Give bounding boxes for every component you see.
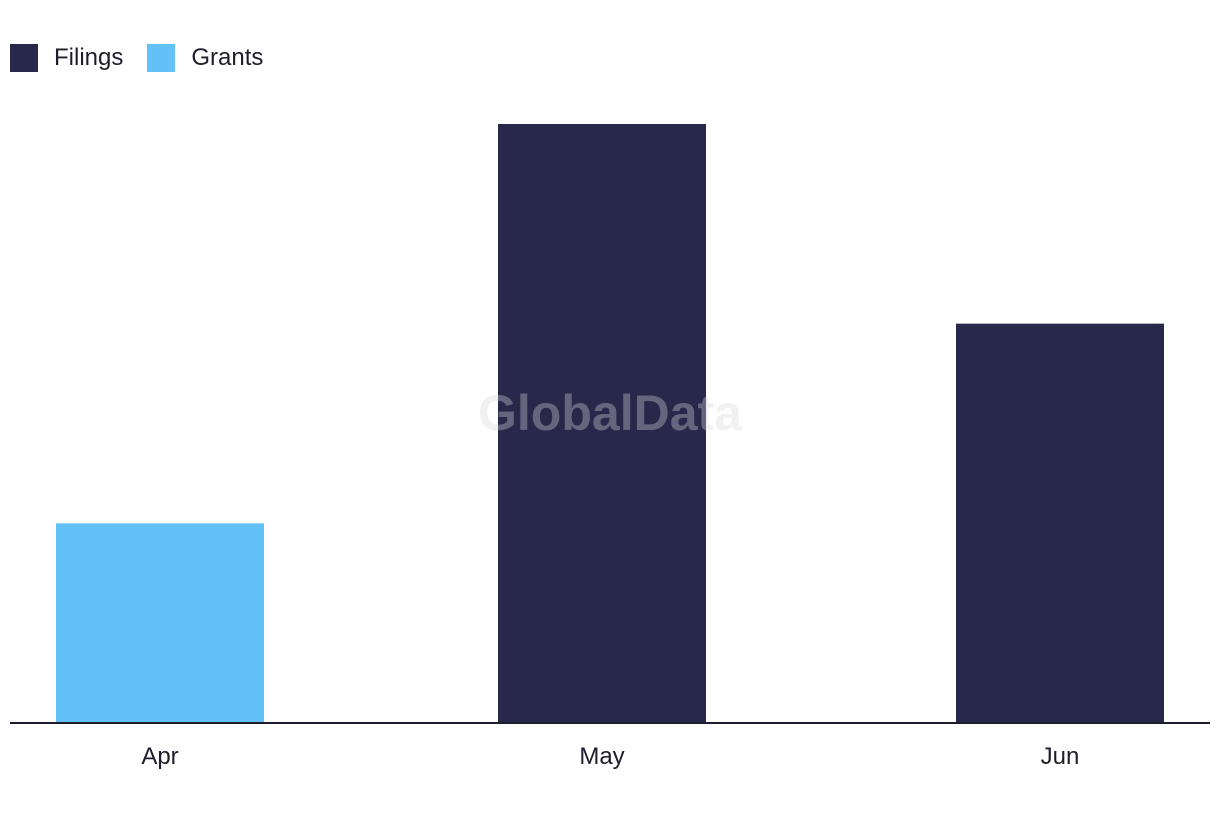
bar-jun[interactable] [956,323,1164,723]
bars-group [56,124,1164,723]
chart-legend: Filings Grants [10,44,263,72]
x-tick-labels: Apr May Jun [141,743,1079,770]
bar-apr[interactable] [56,523,264,723]
legend-item-filings[interactable]: Filings [10,44,123,72]
x-tick-label-jun: Jun [1041,743,1080,770]
watermark-logo: GlobalData [478,385,743,441]
legend-swatch-grants [147,44,176,72]
bar-may[interactable] [498,124,706,723]
x-tick-label-apr: Apr [141,743,178,770]
legend-swatch-filings [10,44,38,72]
legend-label-filings: Filings [54,44,124,71]
legend-label-grants: Grants [191,44,264,71]
x-tick-label-may: May [579,743,624,770]
legend-item-grants[interactable]: Grants [147,44,263,72]
